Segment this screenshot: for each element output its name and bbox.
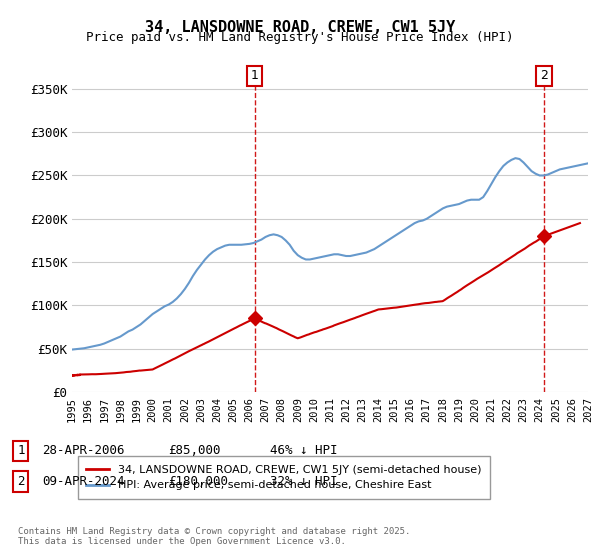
- Text: 1: 1: [251, 69, 259, 82]
- Text: 2: 2: [17, 475, 25, 488]
- Text: 46% ↓ HPI: 46% ↓ HPI: [270, 444, 337, 458]
- Text: £85,000: £85,000: [168, 444, 221, 458]
- Legend: 34, LANSDOWNE ROAD, CREWE, CW1 5JY (semi-detached house), HPI: Average price, se: 34, LANSDOWNE ROAD, CREWE, CW1 5JY (semi…: [77, 456, 490, 500]
- Text: Price paid vs. HM Land Registry's House Price Index (HPI): Price paid vs. HM Land Registry's House …: [86, 31, 514, 44]
- Text: 09-APR-2024: 09-APR-2024: [42, 475, 125, 488]
- Text: 34, LANSDOWNE ROAD, CREWE, CW1 5JY: 34, LANSDOWNE ROAD, CREWE, CW1 5JY: [145, 20, 455, 35]
- Text: Contains HM Land Registry data © Crown copyright and database right 2025.
This d: Contains HM Land Registry data © Crown c…: [18, 526, 410, 546]
- Text: 1: 1: [17, 444, 25, 458]
- Text: £180,000: £180,000: [168, 475, 228, 488]
- Text: 32% ↓ HPI: 32% ↓ HPI: [270, 475, 337, 488]
- Text: 2: 2: [540, 69, 548, 82]
- Text: 28-APR-2006: 28-APR-2006: [42, 444, 125, 458]
